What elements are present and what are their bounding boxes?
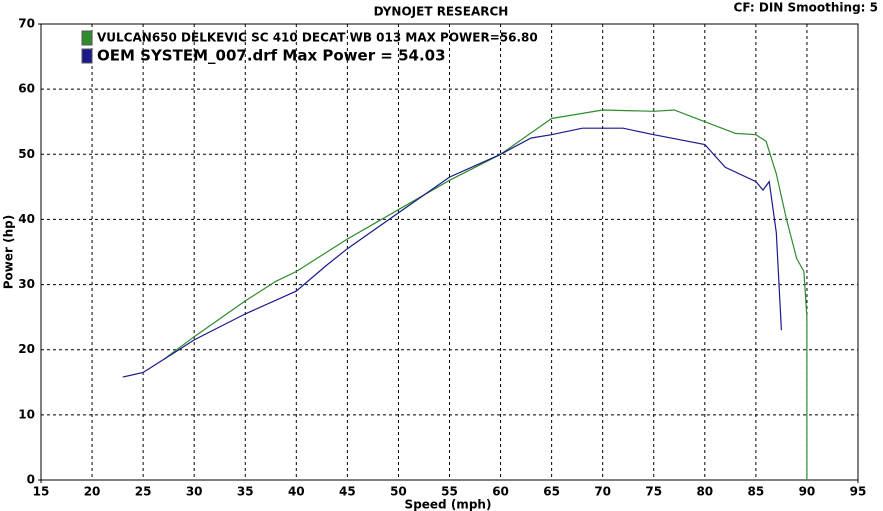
- x-tick-label: 80: [696, 485, 713, 499]
- x-tick-label: 35: [237, 485, 254, 499]
- x-tick-label: 85: [748, 485, 765, 499]
- y-tick-label: 20: [18, 342, 35, 356]
- series-line: [122, 127, 782, 378]
- x-tick-label: 20: [84, 485, 101, 499]
- x-tick-label: 25: [135, 485, 152, 499]
- x-tick-label: 40: [288, 485, 305, 499]
- x-tick-label: 65: [543, 485, 560, 499]
- x-tick-label: 50: [390, 485, 407, 499]
- x-axis-label: Speed (mph): [405, 498, 492, 511]
- y-axis-label: Power (hp): [2, 215, 16, 289]
- x-tick-label: 70: [594, 485, 611, 499]
- series-line: [163, 109, 808, 480]
- legend-label: VULCAN650 DELKEVIC SC 410 DECAT WB 013 M…: [97, 31, 538, 45]
- x-tick-label: 45: [339, 485, 356, 499]
- x-tick-label: 30: [186, 485, 203, 499]
- legend-label: OEM SYSTEM_007.drf Max Power = 54.03: [97, 47, 446, 65]
- x-tick-label: 95: [850, 485, 867, 499]
- x-tick-label: 55: [441, 485, 458, 499]
- y-tick-label: 60: [18, 82, 35, 96]
- chart-title: DYNOJET RESEARCH: [374, 5, 509, 19]
- legend-swatch: [81, 30, 93, 46]
- x-tick-label: 15: [33, 485, 50, 499]
- x-tick-label: 90: [799, 485, 816, 499]
- y-tick-label: 30: [18, 277, 35, 291]
- y-tick-label: 40: [18, 212, 35, 226]
- legend-swatch: [81, 48, 93, 64]
- x-tick-label: 75: [645, 485, 662, 499]
- chart-subtitle: CF: DIN Smoothing: 5: [734, 1, 878, 15]
- y-tick-label: 10: [18, 407, 35, 421]
- y-tick-label: 0: [27, 473, 35, 487]
- y-tick-label: 70: [18, 17, 35, 31]
- x-tick-label: 60: [492, 485, 509, 499]
- y-tick-label: 50: [18, 147, 35, 161]
